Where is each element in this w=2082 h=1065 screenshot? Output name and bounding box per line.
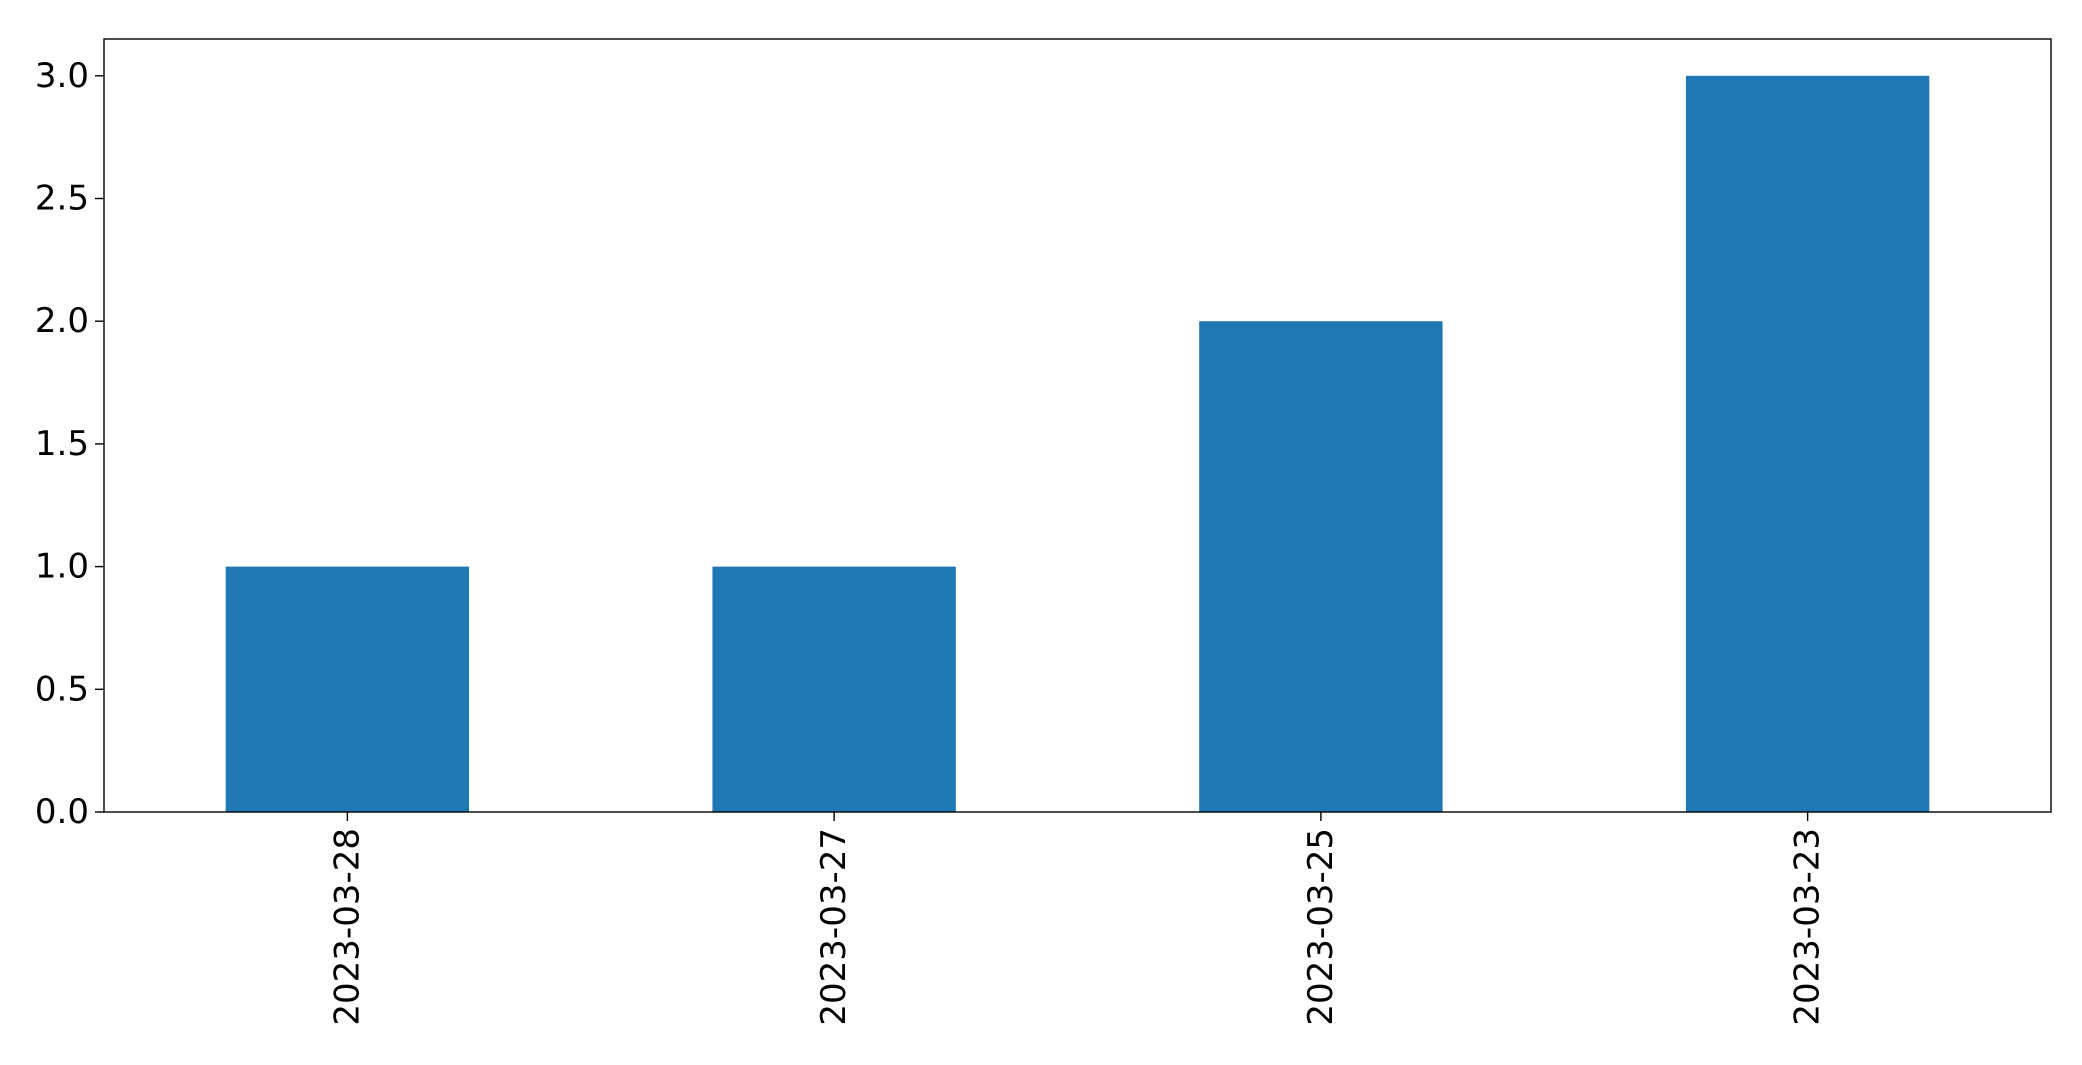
y-tick-label: 0.0: [35, 792, 89, 832]
y-tick-label: 0.5: [35, 669, 89, 709]
y-tick-label: 2.5: [35, 179, 89, 219]
y-tick-label: 3.0: [35, 56, 89, 96]
bar-2023-03-27: [712, 566, 956, 812]
x-axis: 2023-03-28 2023-03-27 2023-03-25 2023-03-23: [327, 812, 1828, 1026]
bar-2023-03-25: [1199, 321, 1443, 812]
x-tick-label: 2023-03-28: [327, 828, 367, 1026]
bars-group: [225, 75, 1930, 813]
x-tick-label: 2023-03-25: [1301, 828, 1341, 1026]
plot-frame: [103, 38, 2052, 813]
x-tick-label: 2023-03-23: [1788, 828, 1828, 1026]
y-axis: 0.0 0.5 1.0 1.5 2.0 2.5 3.0: [35, 56, 104, 832]
x-tick-label: 2023-03-27: [814, 828, 854, 1026]
y-tick-label: 1.5: [35, 424, 89, 464]
bar-2023-03-23: [1685, 75, 1930, 813]
bar-2023-03-28: [225, 566, 470, 812]
y-tick-label: 1.0: [35, 547, 89, 587]
y-tick-label: 2.0: [35, 301, 89, 341]
